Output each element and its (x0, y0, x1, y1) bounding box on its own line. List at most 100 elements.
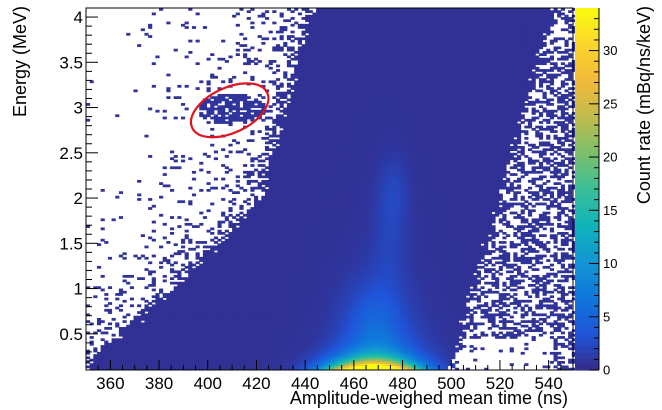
heatmap-cell (213, 336, 218, 339)
heatmap-cell (206, 322, 211, 326)
heatmap-cell (378, 358, 383, 362)
heatmap-cell (166, 302, 171, 305)
heatmap-cell (436, 311, 441, 314)
heatmap-cell (316, 302, 321, 305)
heatmap-cell (330, 340, 335, 344)
heatmap-cell (476, 322, 481, 326)
heatmap-cell (100, 331, 105, 335)
heatmap-cell (104, 349, 109, 353)
heatmap-cell (166, 340, 171, 344)
heatmap-cell (86, 313, 91, 317)
heatmap-cell (243, 322, 248, 326)
heatmap-cell (133, 349, 138, 353)
heatmap-cell (385, 327, 390, 330)
heatmap-cell (327, 347, 332, 351)
heatmap-cell (107, 351, 113, 355)
heatmap-cell (498, 336, 503, 339)
heatmap-cell (129, 367, 134, 371)
heatmap-cell (191, 340, 197, 344)
heatmap-cell (542, 320, 547, 323)
heatmap-cell (323, 315, 328, 319)
heatmap-cell (378, 336, 383, 339)
heatmap-cell (294, 365, 299, 369)
heatmap-cell (261, 365, 266, 369)
heatmap-cell (283, 356, 288, 360)
heatmap-cell (159, 308, 164, 312)
heatmap-cell (451, 340, 456, 344)
heatmap-cell (148, 320, 153, 323)
heatmap-cell (239, 327, 244, 330)
heatmap-cell (473, 322, 478, 326)
heatmap-cell (235, 302, 240, 305)
heatmap-cell (155, 315, 160, 319)
heatmap-cell (356, 324, 361, 328)
heatmap-cell (261, 311, 266, 314)
heatmap-cell (275, 324, 281, 328)
heatmap-cell (400, 304, 405, 308)
heatmap-cell (524, 299, 529, 303)
heatmap-cell (206, 336, 211, 339)
heatmap-cell (137, 336, 142, 339)
heatmap-cell (370, 347, 376, 351)
heatmap-cell (286, 327, 292, 330)
heatmap-cell (224, 317, 229, 321)
heatmap-cell (261, 356, 266, 360)
heatmap-cell (170, 356, 175, 360)
heatmap-cell (188, 320, 193, 323)
heatmap-cell (345, 342, 350, 346)
heatmap-cell (104, 358, 109, 362)
heatmap-cell (191, 322, 197, 326)
heatmap-cell (542, 297, 547, 301)
heatmap-cell (202, 349, 208, 353)
heatmap-cell (137, 360, 142, 364)
heatmap-cell (213, 342, 218, 346)
heatmap-cell (166, 293, 171, 296)
heatmap-cell (268, 329, 273, 333)
heatmap-cell (527, 284, 533, 287)
heatmap-cell (100, 288, 105, 292)
heatmap-cell (451, 320, 456, 323)
heatmap-cell (414, 367, 419, 371)
heatmap-cell (348, 327, 354, 330)
heatmap-cell (458, 308, 463, 312)
heatmap-cell (283, 336, 288, 339)
heatmap-cell (294, 308, 299, 312)
heatmap-cell (359, 308, 365, 312)
heatmap-cell (184, 304, 189, 308)
heatmap-cell (191, 329, 197, 333)
heatmap-cell (151, 320, 156, 323)
heatmap-cell (319, 315, 324, 319)
heatmap-cell (213, 324, 218, 328)
heatmap-cell (389, 317, 394, 321)
heatmap-cell (148, 322, 153, 326)
heatmap-cell (180, 351, 186, 355)
heatmap-cell (272, 349, 277, 353)
heatmap-cell (338, 363, 343, 366)
heatmap-cell (122, 349, 127, 353)
heatmap-cell (210, 302, 215, 305)
heatmap-cell (188, 347, 193, 351)
heatmap-cell (425, 315, 430, 319)
heatmap-cell (96, 367, 102, 371)
heatmap-cell (484, 268, 489, 271)
heatmap-cell (334, 308, 339, 312)
heatmap-cell (407, 320, 412, 323)
heatmap-cell (170, 365, 175, 369)
heatmap-cell (107, 327, 113, 330)
heatmap-cell (148, 324, 153, 328)
heatmap-cell (140, 367, 145, 371)
heatmap-cell (221, 304, 226, 308)
heatmap-cell (104, 342, 109, 346)
heatmap-cell (290, 363, 295, 366)
heatmap-cell (166, 311, 171, 314)
heatmap-cell (243, 327, 248, 330)
heatmap-cell (367, 315, 372, 319)
heatmap-cell (447, 356, 452, 360)
heatmap-cell (341, 327, 346, 330)
heatmap-cell (425, 351, 430, 355)
heatmap-cell (305, 331, 310, 335)
heatmap-cell (272, 336, 277, 339)
heatmap-cell (513, 293, 518, 296)
heatmap-cell (389, 367, 394, 371)
heatmap-cell (159, 261, 164, 265)
